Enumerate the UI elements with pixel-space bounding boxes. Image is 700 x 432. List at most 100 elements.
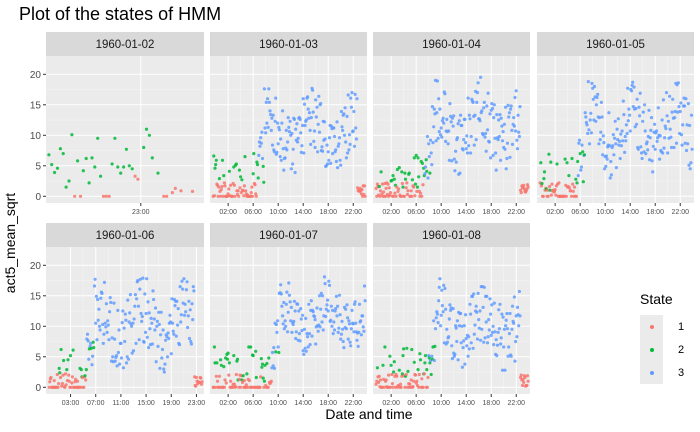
panel-6-point-state-3 <box>289 305 293 309</box>
panel-5-point-state-3 <box>140 319 144 323</box>
panel-3-point-state-1 <box>393 191 397 195</box>
panel-5-point-state-3 <box>96 318 100 322</box>
panel-4-point-state-3 <box>668 94 672 98</box>
panel-3-point-state-2 <box>425 169 429 173</box>
panel-5-point-state-3 <box>85 332 90 336</box>
panel-5-point-state-3 <box>109 300 113 305</box>
panel-5-y-tick-label: 10 <box>30 322 42 333</box>
panel-5-point-state-3 <box>145 335 149 339</box>
panel-5-point-state-3 <box>95 338 99 342</box>
panel-3-point-state-3 <box>467 144 471 148</box>
panel-6-point-state-2 <box>245 372 249 376</box>
panel-6-point-state-3 <box>357 330 361 334</box>
panel-2-point-state-3 <box>319 102 323 106</box>
panel-5-x-tick-label: 15:00 <box>137 400 155 407</box>
panel-2-point-state-3 <box>321 149 325 153</box>
panel-4-point-state-3 <box>624 123 629 127</box>
panel-7-point-state-3 <box>494 338 498 342</box>
panel-7-x-tick-label: 18:00 <box>482 400 500 407</box>
panel-3-point-state-2 <box>377 184 381 189</box>
panel-2-point-state-3 <box>284 128 288 132</box>
panel-6-point-state-3 <box>329 318 333 322</box>
panel-6-point-state-3 <box>337 293 342 297</box>
panel-3-point-state-1 <box>378 189 383 193</box>
panel-3-point-state-3 <box>475 91 480 95</box>
panel-4-point-state-3 <box>591 97 595 101</box>
panel-3-point-state-3 <box>454 160 458 164</box>
panel-7-point-state-1 <box>422 372 426 376</box>
panel-3-point-state-3 <box>510 128 514 132</box>
panel-6-point-state-3 <box>353 300 357 304</box>
panel-4-point-state-2 <box>582 153 587 157</box>
panel-7-point-state-1 <box>409 378 413 382</box>
panel-6-point-state-3 <box>272 346 276 350</box>
panel-3-point-state-3 <box>479 75 483 79</box>
panel-2-point-state-3 <box>281 109 285 113</box>
panel-7-point-state-3 <box>477 326 481 330</box>
panel-5-point-state-3 <box>156 344 160 348</box>
legend-label-1: 1 <box>678 320 685 333</box>
panel-3-point-state-3 <box>427 155 431 159</box>
panel-4-point-state-3 <box>678 109 682 114</box>
panel-6-point-state-1 <box>234 385 238 389</box>
panel-3-point-state-3 <box>494 151 498 155</box>
panel-3-point-state-3 <box>474 138 478 142</box>
panel-3-point-state-3 <box>469 151 473 155</box>
panel-1-y-tick-label: 10 <box>30 131 42 142</box>
panel-1-point-state-2 <box>55 166 60 170</box>
panel-6-point-state-3 <box>337 326 341 330</box>
panel-3-point-state-1 <box>406 189 410 193</box>
panel-7-x-tick-label: 06:00 <box>407 400 425 407</box>
panel-2-point-state-3 <box>286 140 290 144</box>
chart-title: Plot of the states of HMM <box>19 4 222 24</box>
panel-4-point-state-3 <box>601 134 605 138</box>
panel-6-point-state-3 <box>316 329 320 333</box>
panel-5-point-state-2 <box>65 368 69 372</box>
panel-3-point-state-3 <box>502 122 506 126</box>
panel-6-point-state-1 <box>232 382 236 386</box>
panel-5-point-state-3 <box>147 346 151 350</box>
panel-3-point-state-3 <box>431 141 435 145</box>
panel-5-point-state-1 <box>55 372 59 377</box>
panel-4-point-state-3 <box>583 111 587 115</box>
panel-5-point-state-3 <box>179 320 183 324</box>
panel-6-strip-label: 1960-01-07 <box>259 230 318 242</box>
panel-3-point-state-2 <box>401 185 405 189</box>
panel-3-point-state-3 <box>452 157 456 161</box>
panel-6-point-state-3 <box>354 321 358 325</box>
panel-7-point-state-3 <box>510 327 514 331</box>
panel-3-point-state-3 <box>482 100 486 104</box>
panel-7-point-state-2 <box>389 363 393 367</box>
panel-3-point-state-2 <box>410 178 414 182</box>
panel-3-point-state-3 <box>508 155 512 159</box>
panel-5-point-state-3 <box>91 354 95 358</box>
panel-7-point-state-3 <box>463 362 467 366</box>
panel-6-point-state-3 <box>276 345 280 349</box>
panel-2-point-state-2 <box>255 160 259 164</box>
panel-1-point-state-1 <box>78 194 83 198</box>
panel-3-point-state-3 <box>484 149 488 153</box>
legend-dot-1 <box>650 325 654 329</box>
panel-2-point-state-3 <box>288 119 292 123</box>
panel-7-point-state-2 <box>425 368 429 372</box>
panel-7-point-state-1 <box>395 374 399 378</box>
panel-4-point-state-3 <box>684 148 689 153</box>
panel-6-x-tick-label: 02:00 <box>219 400 237 407</box>
panel-4-point-state-1 <box>564 194 569 198</box>
panel-6-point-state-3 <box>304 316 308 320</box>
panel-2-point-state-1 <box>230 194 235 198</box>
panel-7-point-state-1 <box>523 375 527 380</box>
panel-7-point-state-3 <box>448 303 452 307</box>
panel-4-point-state-3 <box>649 128 653 132</box>
panel-6-point-state-3 <box>301 313 305 317</box>
panel-4-point-state-3 <box>625 131 629 136</box>
panel-7-point-state-3 <box>490 330 495 334</box>
panel-5-point-state-3 <box>162 367 166 371</box>
panel-2-point-state-2 <box>239 175 243 179</box>
panel-6-point-state-3 <box>344 307 348 311</box>
panel-6-point-state-3 <box>281 322 285 326</box>
panel-2-point-state-3 <box>277 125 281 129</box>
panel-4-point-state-3 <box>620 129 624 133</box>
panel-6-point-state-1 <box>269 379 273 383</box>
panel-7-x-tick-label: 22:00 <box>507 400 525 407</box>
